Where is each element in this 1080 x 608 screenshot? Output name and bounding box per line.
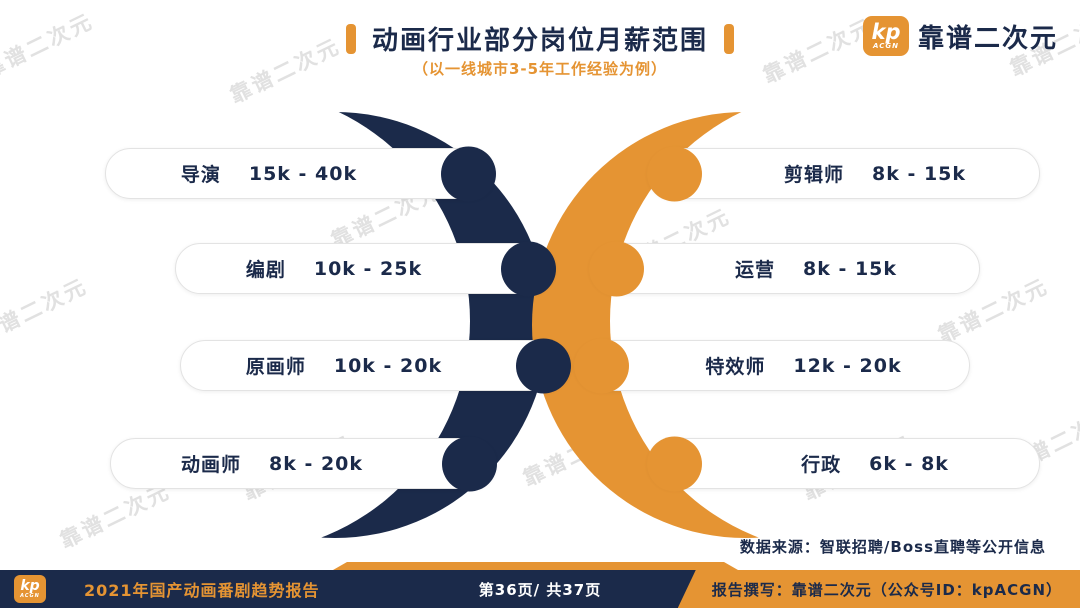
footer-center-ribbon (333, 562, 738, 570)
kp-logo-icon: kp ACGN (862, 16, 909, 56)
pill-dot (441, 146, 496, 201)
range-label: 8k - 15k (871, 162, 967, 185)
footer-page-indicator: 第36页/ 共37页 (478, 580, 602, 599)
title-accent-right-bar (724, 23, 734, 54)
pill-dot (647, 436, 702, 491)
salary-pill-operations: 运营 8k - 15k (589, 241, 980, 296)
page-title: 动画行业部分岗位月薪范围 (371, 26, 708, 56)
salary-pill-animator: 动画师 8k - 20k (110, 436, 497, 491)
role-label: 编剧 (245, 259, 286, 281)
salary-pill-director: 导演 15k - 40k (105, 146, 496, 201)
footer-credit-ribbon: 报告撰写：靠谱二次元（公众号ID：kpACGN） (677, 570, 1080, 608)
range-label: 10k - 25k (313, 257, 423, 280)
role-label: 动画师 (180, 454, 241, 476)
logo-acgn-text: ACGN (873, 42, 899, 50)
salary-pill-editor: 剪辑师 8k - 15k (647, 146, 1040, 201)
pill-dot (574, 338, 629, 393)
footer-kp-logo-icon: kp ACGN (14, 575, 46, 603)
footer-credit-text: 报告撰写：靠谱二次元（公众号ID：kpACGN） (711, 580, 1062, 599)
right-crescent-shape (532, 112, 958, 538)
pill-dot (647, 146, 702, 201)
page-subtitle: （以一线城市3-5年工作经验为例） (412, 60, 668, 78)
role-label: 行政 (801, 454, 842, 476)
range-label: 12k - 20k (793, 354, 902, 377)
brand-logo: kp ACGN 靠谱二次元 (862, 16, 1058, 56)
footer-bar: 第36页/ 共37页 kp ACGN 2021年国产动画番剧趋势报告 报告撰写：… (0, 570, 1080, 608)
header: 动画行业部分岗位月薪范围 (0, 20, 1080, 57)
footer-report-title: 2021年国产动画番剧趋势报告 (84, 581, 320, 600)
footer-left-group: kp ACGN 2021年国产动画番剧趋势报告 (14, 575, 320, 603)
range-label: 15k - 40k (248, 162, 358, 185)
range-label: 6k - 8k (869, 452, 949, 475)
logo-kp-text: kp (871, 20, 901, 44)
pill-dot (589, 241, 644, 296)
range-label: 8k - 15k (802, 257, 898, 280)
logo-kp-text: kp (20, 578, 40, 594)
left-crescent-shape (122, 112, 548, 538)
pill-dot (501, 241, 556, 296)
salary-pill-admin: 行政 6k - 8k (647, 436, 1040, 491)
pill-dot (442, 436, 497, 491)
salary-pill-screenwriter: 编剧 10k - 25k (175, 241, 556, 296)
salary-pill-vfx: 特效师 12k - 20k (574, 338, 970, 393)
range-label: 10k - 20k (333, 354, 443, 377)
role-label: 特效师 (705, 356, 766, 378)
role-label: 原画师 (245, 356, 306, 378)
role-label: 导演 (180, 164, 221, 186)
brand-name: 靠谱二次元 (917, 23, 1058, 54)
range-label: 8k - 20k (268, 452, 364, 475)
role-label: 剪辑师 (783, 164, 844, 186)
role-label: 运营 (734, 259, 775, 281)
title-accent-left-bar (345, 23, 356, 54)
logo-acgn-text: ACGN (20, 593, 40, 599)
salary-pill-key-artist: 原画师 10k - 20k (180, 338, 571, 393)
source-note: 数据来源：智联招聘/Boss直聘等公开信息 (739, 538, 1046, 556)
pill-dot (516, 338, 571, 393)
